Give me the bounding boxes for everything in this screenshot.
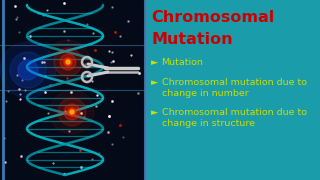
Circle shape <box>64 58 72 66</box>
Circle shape <box>60 54 76 70</box>
Text: Chromosomal mutation due to
change in number: Chromosomal mutation due to change in nu… <box>162 78 307 98</box>
Circle shape <box>58 98 86 126</box>
Text: Chromosomal mutation due to
change in structure: Chromosomal mutation due to change in st… <box>162 108 307 129</box>
Circle shape <box>66 60 70 64</box>
Text: ►: ► <box>151 78 158 87</box>
Bar <box>146 0 320 180</box>
Text: ►: ► <box>151 58 158 67</box>
Text: Chromosomal: Chromosomal <box>152 10 275 25</box>
Circle shape <box>10 52 46 88</box>
Text: Mutation: Mutation <box>162 58 204 67</box>
Circle shape <box>70 110 74 114</box>
Bar <box>0 0 146 180</box>
Text: ►: ► <box>151 108 158 117</box>
Circle shape <box>18 60 38 80</box>
Text: Mutation: Mutation <box>152 32 233 47</box>
Circle shape <box>64 104 80 120</box>
Circle shape <box>0 42 56 98</box>
Circle shape <box>46 40 90 84</box>
Circle shape <box>68 108 76 116</box>
Circle shape <box>54 48 82 76</box>
Circle shape <box>50 90 94 134</box>
